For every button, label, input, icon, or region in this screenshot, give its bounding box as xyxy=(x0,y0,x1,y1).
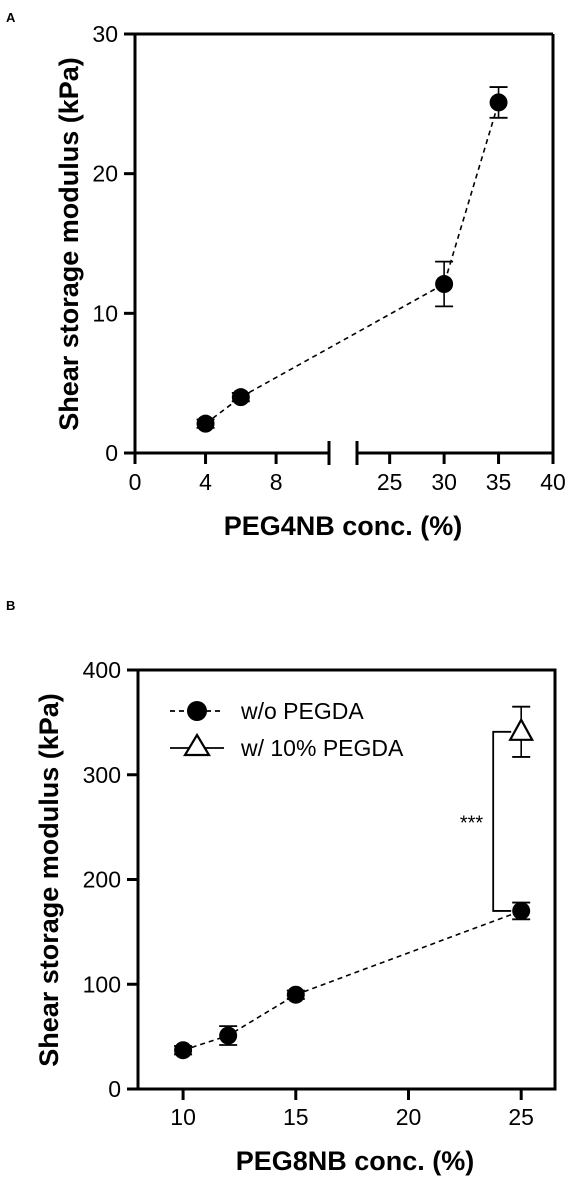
x-tick-label: 0 xyxy=(129,469,142,495)
panel-label-a: A xyxy=(6,10,16,25)
panel-a-y-axis-label: Shear storage modulus (kPa) xyxy=(54,57,84,431)
x-tick-label: 10 xyxy=(170,1104,196,1130)
panel-a-x-ticks: 0 4 8 25 30 35 40 xyxy=(129,453,566,495)
panel-b-y-ticks: 0 100 200 300 400 xyxy=(83,657,138,1102)
y-tick-label: 100 xyxy=(83,971,121,997)
panel-label-b: B xyxy=(6,598,15,613)
x-tick-label: 4 xyxy=(199,469,212,495)
significance-line xyxy=(492,730,512,912)
data-point xyxy=(196,414,215,433)
y-tick-label: 0 xyxy=(105,440,118,466)
series-line xyxy=(205,102,500,425)
legend-label-w-pegda: w/ 10% PEGDA xyxy=(240,735,404,761)
data-point xyxy=(435,275,454,294)
x-tick-label: 15 xyxy=(283,1104,309,1130)
panel-a-plot-area xyxy=(133,32,555,465)
y-tick-label: 200 xyxy=(83,867,121,893)
panel-b-x-axis-label: PEG8NB conc. (%) xyxy=(236,1146,475,1176)
data-point xyxy=(231,388,250,407)
data-point xyxy=(489,93,508,112)
panel-a: A 0 10 20 30 0 4 8 25 30 35 40 PEG4NB conc. (%) S… xyxy=(6,10,566,541)
legend-marker-wo-pegda xyxy=(187,701,207,721)
legend-item-w-pegda: w/ 10% PEGDA xyxy=(170,732,404,761)
y-tick-label: 10 xyxy=(92,300,118,326)
significance-bracket: *** xyxy=(460,730,512,912)
x-tick-label: 8 xyxy=(270,469,283,495)
data-point-triangle xyxy=(508,717,535,741)
y-tick-label: 30 xyxy=(92,21,118,47)
panel-b-x-ticks: 10 15 20 25 xyxy=(170,1089,534,1130)
significance-label: *** xyxy=(460,812,484,834)
panel-a-y-ticks: 0 10 20 30 xyxy=(92,21,135,466)
panel-b-data xyxy=(174,705,535,1060)
panel-b-y-axis-label: Shear storage modulus (kPa) xyxy=(34,693,64,1067)
x-tick-label: 40 xyxy=(540,469,566,495)
data-point xyxy=(286,985,305,1004)
series-line xyxy=(182,910,522,1052)
panel-a-data xyxy=(196,86,508,433)
x-tick-label: 25 xyxy=(377,469,403,495)
y-tick-label: 20 xyxy=(92,161,118,187)
y-tick-label: 400 xyxy=(83,657,121,683)
data-point xyxy=(512,901,531,920)
legend-marker-w-pegda xyxy=(183,732,211,757)
legend-item-wo-pegda: w/o PEGDA xyxy=(170,698,364,724)
x-tick-label: 20 xyxy=(396,1104,422,1130)
legend-label-wo-pegda: w/o PEGDA xyxy=(240,698,364,724)
panel-b-legend: w/o PEGDA w/ 10% PEGDA xyxy=(170,698,404,761)
x-tick-label: 35 xyxy=(486,469,512,495)
data-point xyxy=(219,1026,238,1045)
x-tick-label: 25 xyxy=(508,1104,534,1130)
y-tick-label: 0 xyxy=(108,1076,121,1102)
panel-b: B 0 100 200 300 400 10 15 20 25 w/o PEGDA w/ 10… xyxy=(6,598,557,1176)
y-tick-label: 300 xyxy=(83,762,121,788)
data-point xyxy=(174,1041,193,1060)
x-tick-label: 30 xyxy=(431,469,457,495)
panel-a-x-axis-label: PEG4NB conc. (%) xyxy=(224,511,463,541)
